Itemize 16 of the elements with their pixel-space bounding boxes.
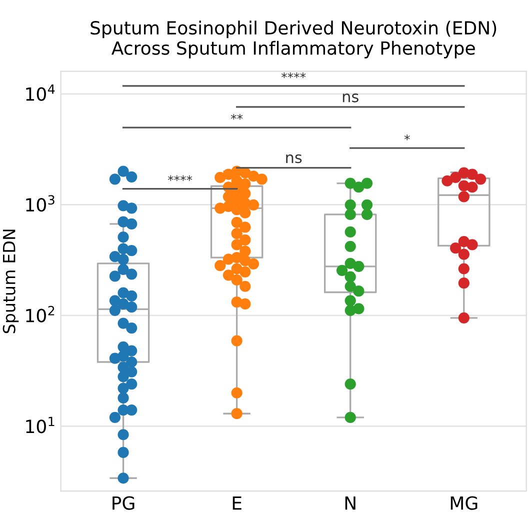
y-tick-label: 10$^{1}$ [26,416,54,434]
x-tick-label: PG [112,496,134,510]
x-tick-label: E [232,496,242,510]
x-tick-label: MG [450,496,478,510]
annotation: * [404,134,410,140]
x-tick-label: N [345,496,356,510]
annotation: **** [168,175,192,181]
annotation: ns [286,154,302,164]
y-tick-label: 10$^{3}$ [26,195,54,212]
y-tick-label: 10$^{2}$ [26,306,54,322]
y-axis-title: Sputum EDN [2,230,19,334]
annotation: ns [342,94,358,102]
y-tick-label: 10$^{4}$ [26,84,55,101]
chart-title: Sputum Eosinophil Derived Neurotoxin (EDN) Across Sputum Inflammatory Phenotype [90,20,496,58]
annotation: ** [230,114,243,120]
annotation: **** [281,72,306,78]
